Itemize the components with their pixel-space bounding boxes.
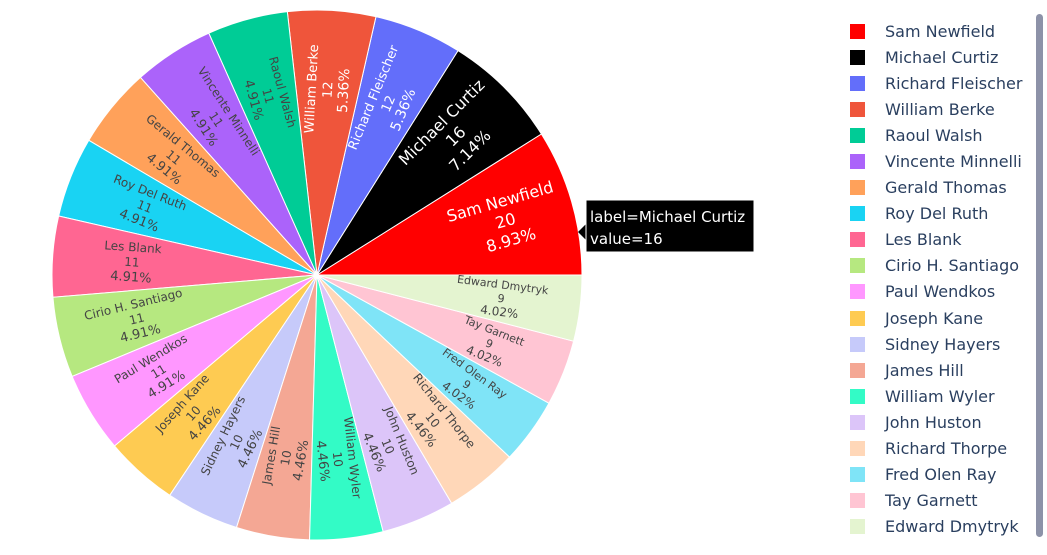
legend-label: William Wyler: [885, 387, 995, 406]
legend-label: Richard Fleischer: [885, 74, 1022, 93]
legend-item-joseph-kane[interactable]: Joseph Kane: [840, 305, 1040, 331]
legend-label: Roy Del Ruth: [885, 204, 988, 223]
legend-item-michael-curtiz[interactable]: Michael Curtiz: [840, 44, 1040, 70]
legend-label: Fred Olen Ray: [885, 465, 997, 484]
legend-swatch: [850, 415, 865, 430]
legend-item-gerald-thomas[interactable]: Gerald Thomas: [840, 175, 1040, 201]
legend-item-paul-wendkos[interactable]: Paul Wendkos: [840, 279, 1040, 305]
legend-item-sidney-hayers[interactable]: Sidney Hayers: [840, 331, 1040, 357]
legend-swatch: [850, 284, 865, 299]
legend-swatch: [850, 519, 865, 534]
legend-swatch: [850, 232, 865, 247]
legend-label: James Hill: [885, 361, 964, 380]
legend-item-william-wyler[interactable]: William Wyler: [840, 383, 1040, 409]
legend-swatch: [850, 102, 865, 117]
legend-swatch: [850, 24, 865, 39]
legend-item-fred-olen-ray[interactable]: Fred Olen Ray: [840, 462, 1040, 488]
legend-label: Joseph Kane: [885, 309, 983, 328]
legend-swatch: [850, 154, 865, 169]
legend-swatch: [850, 311, 865, 326]
hover-tooltip-value: value=16: [590, 230, 663, 248]
hover-tooltip-label: label=Michael Curtiz: [590, 208, 745, 226]
legend-swatch: [850, 389, 865, 404]
legend-swatch: [850, 180, 865, 195]
legend-item-cirio-h-santiago[interactable]: Cirio H. Santiago: [840, 253, 1040, 279]
legend-item-edward-dmytryk[interactable]: Edward Dmytryk: [840, 514, 1040, 540]
legend-label: Tay Garnett: [885, 491, 978, 510]
legend-swatch: [850, 258, 865, 273]
legend-item-vincente-minnelli[interactable]: Vincente Minnelli: [840, 148, 1040, 174]
legend-label: Raoul Walsh: [885, 126, 983, 145]
legend-swatch: [850, 128, 865, 143]
legend-swatch: [850, 50, 865, 65]
legend-label: Sam Newfield: [885, 22, 995, 41]
legend-swatch: [850, 206, 865, 221]
legend-item-richard-thorpe[interactable]: Richard Thorpe: [840, 436, 1040, 462]
legend-label: Sidney Hayers: [885, 335, 1000, 354]
legend-item-john-huston[interactable]: John Huston: [840, 409, 1040, 435]
legend-item-roy-del-ruth[interactable]: Roy Del Ruth: [840, 201, 1040, 227]
legend-scrollbar[interactable]: [1036, 14, 1043, 537]
legend-label: Vincente Minnelli: [885, 152, 1022, 171]
legend-swatch: [850, 76, 865, 91]
legend-label: Michael Curtiz: [885, 48, 998, 67]
legend-item-william-berke[interactable]: William Berke: [840, 96, 1040, 122]
legend-item-tay-garnett[interactable]: Tay Garnett: [840, 488, 1040, 514]
legend-label: John Huston: [885, 413, 982, 432]
legend-label: Paul Wendkos: [885, 282, 995, 301]
legend-item-raoul-walsh[interactable]: Raoul Walsh: [840, 122, 1040, 148]
legend-item-james-hill[interactable]: James Hill: [840, 357, 1040, 383]
hover-tooltip: label=Michael Curtiz value=16: [578, 200, 754, 252]
legend-label: Edward Dmytryk: [885, 517, 1019, 536]
legend-swatch: [850, 441, 865, 456]
legend-item-richard-fleischer[interactable]: Richard Fleischer: [840, 70, 1040, 96]
legend-item-sam-newfield[interactable]: Sam Newfield: [840, 18, 1040, 44]
legend-label: William Berke: [885, 100, 995, 119]
legend-swatch: [850, 363, 865, 378]
legend-swatch: [850, 467, 865, 482]
legend: Sam Newfield Michael Curtiz Richard Fleisc…: [840, 18, 1040, 540]
legend-label: Richard Thorpe: [885, 439, 1007, 458]
legend-swatch: [850, 337, 865, 352]
legend-swatch: [850, 493, 865, 508]
legend-label: Gerald Thomas: [885, 178, 1007, 197]
legend-label: Les Blank: [885, 230, 962, 249]
legend-item-les-blank[interactable]: Les Blank: [840, 227, 1040, 253]
legend-label: Cirio H. Santiago: [885, 256, 1019, 275]
